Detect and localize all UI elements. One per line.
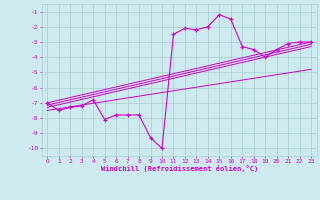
X-axis label: Windchill (Refroidissement éolien,°C): Windchill (Refroidissement éolien,°C) (100, 165, 258, 172)
